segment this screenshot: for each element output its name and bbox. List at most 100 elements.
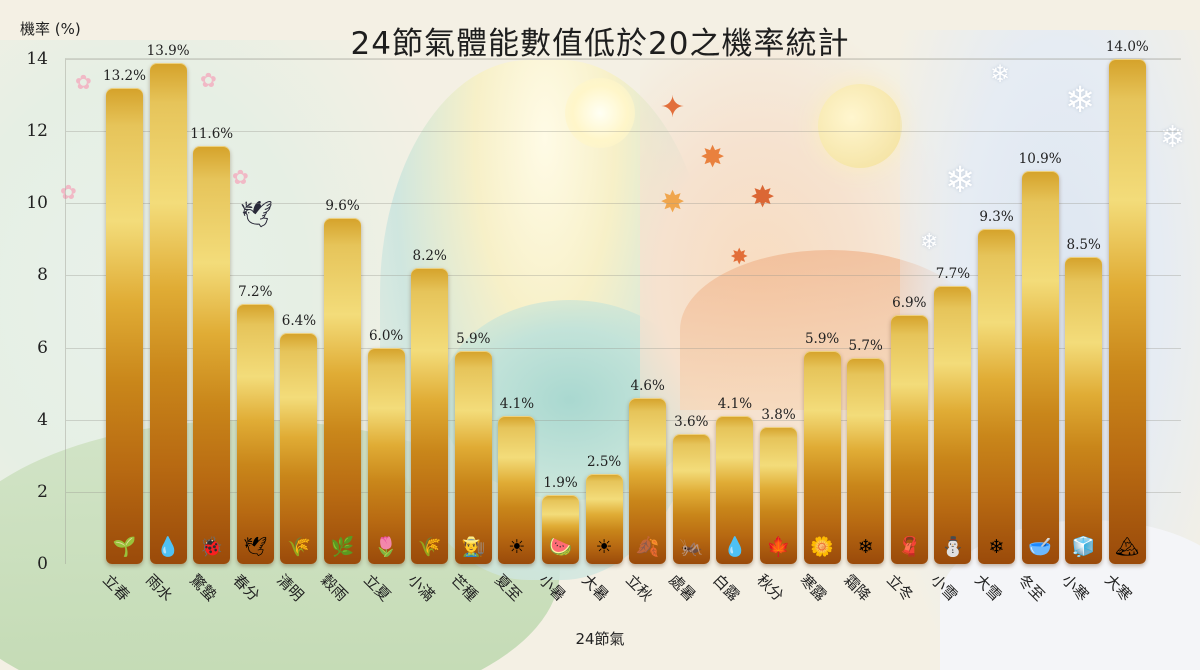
gridline — [66, 347, 1181, 349]
falling-leaf-icon: 🍂 — [635, 536, 660, 558]
dew-drops-icon: 💧 — [723, 536, 747, 558]
bar-value-label: 11.6% — [190, 125, 234, 142]
bar-立夏: 🌷 — [367, 347, 405, 564]
bar-芒種: 👨‍🌾 — [454, 351, 492, 564]
snowflake-icon: ❄ — [945, 160, 976, 201]
snowflake-icon: ❄ — [920, 230, 939, 255]
bar-value-label: 8.5% — [1066, 237, 1101, 254]
lotus-icon: 🌷 — [374, 536, 398, 558]
grass-rice-icon: 🌾 — [287, 536, 311, 558]
bar-value-label: 6.4% — [281, 313, 317, 330]
bar-value-label: 1.9% — [543, 475, 578, 492]
snowflake-icon: ❄ — [988, 536, 1005, 558]
bar-寒露: 🌼 — [803, 351, 841, 564]
bar-value-label: 5.9% — [804, 331, 840, 348]
snowflake-icon: ❄ — [857, 536, 874, 558]
bar-value-label: 7.2% — [238, 284, 273, 301]
bar-白露: 💧 — [716, 416, 754, 564]
beetle-icon: 🐞 — [199, 536, 224, 558]
snowflake-icon: ❄ — [1065, 80, 1096, 121]
bar-value-label: 13.2% — [103, 67, 146, 84]
bar-處暑: 🦗 — [672, 434, 710, 564]
y-tick-label: 6 — [37, 337, 48, 358]
bar-清明: 🌾 — [280, 333, 318, 564]
y-tick-label: 14 — [26, 49, 48, 69]
bar-小暑: 🍉 — [542, 495, 579, 564]
bar-夏至: ☀ — [498, 416, 536, 564]
grass-icon: 🌿 — [330, 536, 355, 558]
y-tick-label: 8 — [37, 265, 48, 286]
y-axis-label: 機率 (%) — [20, 20, 81, 38]
bar-小雪: ⛄ — [934, 286, 972, 564]
sun-cicada-icon: ☀ — [508, 536, 526, 558]
bar-秋分: 🍁 — [760, 426, 797, 564]
cherry-blossom-icon: ✿ — [232, 165, 249, 189]
bar-穀雨: 🌿 — [324, 217, 361, 564]
bar-value-label: 10.9% — [1018, 150, 1062, 167]
bar-雨水: 💧 — [149, 62, 187, 564]
bar-大寒: 🏔 — [1108, 59, 1146, 564]
water-drop-icon: 💧 — [156, 536, 180, 558]
farmer-icon: 👨‍🌾 — [461, 536, 486, 558]
gridline — [66, 203, 1181, 205]
bar-value-label: 9.6% — [325, 197, 360, 214]
gridline — [66, 275, 1181, 277]
chart-title: 24節氣體能數值低於20之機率統計 — [350, 26, 850, 62]
bar-立冬: 🧣 — [890, 315, 928, 564]
swallow-icon: 🕊 — [240, 200, 274, 230]
moon-icon — [818, 84, 902, 168]
gridline — [66, 131, 1181, 133]
snowflake-icon: ❄ — [1160, 120, 1186, 155]
bar-value-label: 6.0% — [368, 327, 404, 344]
swallow-icon: 🕊 — [243, 536, 268, 558]
bar-value-label: 7.7% — [935, 266, 971, 283]
bar-驚蟄: 🐞 — [193, 145, 231, 564]
bar-霜降: ❄ — [847, 358, 885, 564]
plot-area: 0 2 4 6 8 10 12 14 🌱 13.2% 💧 13.9% 🐞 11.6% 🕊 7.2% 🌾 6.4% 🌿… — [26, 39, 1181, 574]
snowman-icon: ⛄ — [941, 536, 965, 558]
sun-icon — [565, 78, 635, 148]
chrysanthemum-icon: 🌼 — [810, 536, 834, 558]
bar-value-label: 3.8% — [761, 406, 796, 423]
bar-大雪: ❄ — [978, 228, 1015, 564]
maple-leaf-icon: ✸ — [660, 185, 686, 220]
snowflake-icon: ❄ — [990, 60, 1011, 88]
bar-value-label: 3.6% — [674, 414, 709, 431]
maple-leaf-icon: ✸ — [730, 245, 749, 270]
cherry-blossom-icon: ✿ — [75, 70, 92, 94]
bar-value-label: 13.9% — [146, 42, 190, 59]
maple-leaf-icon: ✸ — [750, 180, 776, 215]
maple-leaf-icon: ✸ — [700, 140, 726, 175]
watermelon-icon: 🍉 — [548, 536, 573, 558]
bar-小寒: 🧊 — [1065, 257, 1103, 564]
maple-leaf-icon: 🍁 — [766, 536, 791, 558]
bar-立秋: 🍂 — [629, 398, 667, 564]
maple-leaf-icon: ✦ — [660, 90, 686, 125]
x-axis-label: 24節氣 — [575, 630, 625, 648]
bar-value-label: 2.5% — [586, 453, 622, 470]
bar-小滿: 🌾 — [411, 268, 449, 564]
y-tick-label: 0 — [37, 554, 48, 574]
bar-value-label: 4.6% — [630, 378, 665, 395]
icicles-icon: 🧊 — [1071, 536, 1096, 558]
sun-icon: ☀ — [595, 536, 613, 558]
sprout-icon: 🌱 — [112, 536, 137, 558]
bar-立春: 🌱 — [106, 87, 143, 564]
gridline — [66, 491, 1181, 493]
bar-春分: 🕊 — [236, 304, 274, 564]
snowy-landscape-icon: 🏔 — [1115, 536, 1140, 558]
y-tick-label: 4 — [37, 409, 48, 430]
bar-value-label: 14.0% — [1105, 39, 1149, 55]
cherry-blossom-icon: ✿ — [200, 68, 217, 92]
gridline — [66, 59, 1181, 60]
bar-value-label: 8.2% — [412, 248, 447, 265]
bar-value-label: 9.3% — [979, 208, 1014, 225]
bar-大暑: ☀ — [585, 473, 623, 564]
tangyuan-bowl-icon: 🥣 — [1028, 536, 1052, 558]
cherry-blossom-icon: ✿ — [60, 180, 77, 204]
scarf-icon: 🧣 — [897, 536, 922, 558]
bar-value-label: 4.1% — [499, 396, 535, 413]
bar-value-label: 5.7% — [848, 338, 883, 355]
gridline — [66, 419, 1181, 421]
wheat-icon: 🌾 — [417, 536, 442, 558]
